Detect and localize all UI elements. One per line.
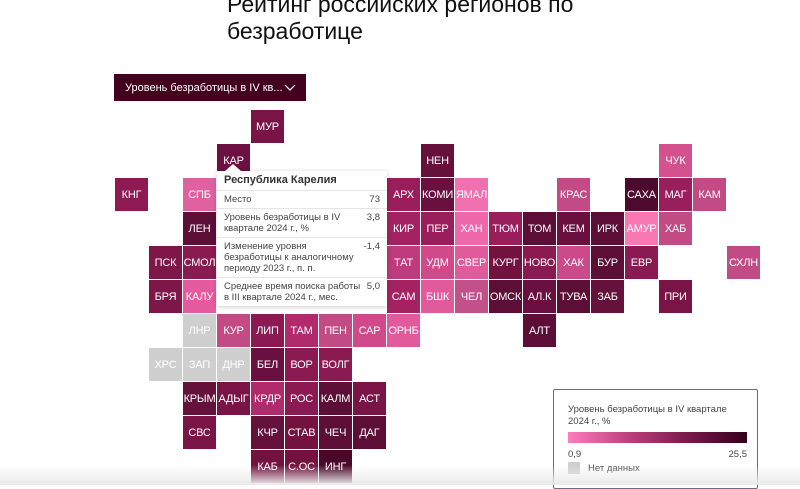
region-tile[interactable]: СВЕР	[455, 246, 488, 279]
region-tile[interactable]: КАЛМ	[319, 382, 352, 415]
region-tile[interactable]: ЛНР	[183, 314, 216, 347]
region-tile[interactable]: БУР	[591, 246, 624, 279]
region-tile[interactable]: КНГ	[115, 178, 148, 211]
region-tile[interactable]: ИРК	[591, 212, 624, 245]
tooltip-value: 73	[369, 194, 380, 205]
region-tile[interactable]: ТОМ	[523, 212, 556, 245]
region-tooltip: Республика Карелия Место 73 Уровень безра…	[217, 164, 387, 306]
region-tile[interactable]: ЗАП	[183, 348, 216, 381]
tooltip-label: Среднее время поиска работы в III кварта…	[224, 281, 361, 303]
tooltip-row-search-time: Среднее время поиска работы в III кварта…	[217, 278, 387, 306]
chevron-down-icon	[284, 84, 296, 91]
region-tile[interactable]: ПСК	[149, 246, 182, 279]
region-tile[interactable]: ЛИП	[251, 314, 284, 347]
region-tile[interactable]: КЧР	[251, 416, 284, 449]
region-tile[interactable]: КРДР	[251, 382, 284, 415]
region-tile[interactable]: АСТ	[353, 382, 386, 415]
region-tile[interactable]: ХАК	[557, 246, 590, 279]
region-tile[interactable]: АЛТ	[523, 314, 556, 347]
tooltip-label: Изменение уровня безработицы к аналогичн…	[224, 241, 354, 274]
legend-max: 25,5	[728, 449, 748, 460]
region-tile[interactable]: КРЫМ	[183, 382, 216, 415]
region-tile[interactable]: ТУВА	[557, 280, 590, 313]
region-tile[interactable]: КАМ	[693, 178, 726, 211]
tooltip-region-name: Республика Карелия	[217, 171, 387, 191]
region-tile[interactable]: ПЕР	[421, 212, 454, 245]
tooltip-value: 3,8	[366, 212, 380, 223]
region-tile[interactable]: ИНГ	[319, 450, 352, 483]
tooltip-value: -1,4	[363, 241, 380, 252]
region-tile[interactable]: ОМСК	[489, 280, 522, 313]
no-data-swatch	[568, 462, 580, 474]
region-tile[interactable]: ОРНБ	[387, 314, 420, 347]
region-tile[interactable]: С.ОС	[285, 450, 318, 483]
tooltip-row-rank: Место 73	[217, 191, 387, 209]
tooltip-arrow	[225, 164, 241, 171]
region-tile[interactable]: ЛЕН	[183, 212, 216, 245]
region-tile[interactable]: САХА	[625, 178, 658, 211]
region-tile[interactable]: ДНР	[217, 348, 250, 381]
region-tile[interactable]: КАБ	[251, 450, 284, 483]
dropdown-label: Уровень безработицы в IV кв...	[125, 81, 283, 94]
region-tile[interactable]: САР	[353, 314, 386, 347]
region-tile[interactable]: СВС	[183, 416, 216, 449]
region-tile[interactable]: КАЛУ	[183, 280, 216, 313]
region-tile[interactable]: АМУР	[625, 212, 658, 245]
region-tile[interactable]: АДЫГ	[217, 382, 250, 415]
region-tile[interactable]: АЛ.К	[523, 280, 556, 313]
region-tile[interactable]: РОС	[285, 382, 318, 415]
region-tile[interactable]: КРАС	[557, 178, 590, 211]
region-tile[interactable]: ЗАБ	[591, 280, 624, 313]
region-tile[interactable]: МУР	[251, 110, 284, 143]
region-tile[interactable]: АРХ	[387, 178, 420, 211]
tooltip-row-change: Изменение уровня безработицы к аналогичн…	[217, 238, 387, 278]
region-tile[interactable]: ТЮМ	[489, 212, 522, 245]
region-tile[interactable]: ЧЕЧ	[319, 416, 352, 449]
region-tile[interactable]: НЕН	[421, 144, 454, 177]
tooltip-label: Место	[224, 194, 252, 205]
region-tile[interactable]: КУР	[217, 314, 250, 347]
region-tile[interactable]: КЕМ	[557, 212, 590, 245]
no-data-label: Нет данных	[588, 463, 640, 474]
region-tile[interactable]: СХЛН	[727, 246, 760, 279]
region-tile[interactable]: ЯМАЛ	[455, 178, 488, 211]
region-tile[interactable]: НОВО	[523, 246, 556, 279]
tooltip-row-unemployment: Уровень безработицы в IV квартале 2024 г…	[217, 209, 387, 238]
legend-gradient-bar	[568, 432, 747, 443]
color-legend: Уровень безработицы в IV квартале 2024 г…	[553, 389, 758, 489]
region-tile[interactable]: ТАТ	[387, 246, 420, 279]
region-tile[interactable]: ХАБ	[659, 212, 692, 245]
region-tile[interactable]: СТАВ	[285, 416, 318, 449]
region-tile[interactable]: БЕЛ	[251, 348, 284, 381]
legend-title: Уровень безработицы в IV квартале 2024 г…	[568, 404, 727, 427]
region-tile[interactable]: КОМИ	[421, 178, 454, 211]
region-tile[interactable]: ПРИ	[659, 280, 692, 313]
region-tile[interactable]: СМОЛ	[183, 246, 216, 279]
region-tile[interactable]: КИР	[387, 212, 420, 245]
region-tile[interactable]: ВОЛГ	[319, 348, 352, 381]
tooltip-value: 5,0	[366, 281, 380, 292]
region-tile[interactable]: ВОР	[285, 348, 318, 381]
region-tile[interactable]: ТАМ	[285, 314, 318, 347]
region-tile[interactable]: ЕВР	[625, 246, 658, 279]
region-tile[interactable]: ЧУК	[659, 144, 692, 177]
region-tile[interactable]: КУРГ	[489, 246, 522, 279]
region-tile[interactable]: ЧЕЛ	[455, 280, 488, 313]
region-tile[interactable]: ХАН	[455, 212, 488, 245]
legend-min: 0,9	[568, 449, 582, 460]
region-tile[interactable]: ПЕН	[319, 314, 352, 347]
indicator-dropdown[interactable]: Уровень безработицы в IV кв...	[114, 74, 306, 101]
region-tile[interactable]: ДАГ	[353, 416, 386, 449]
page-title: Рейтинг российских регионов по безработи…	[227, 0, 574, 44]
region-tile[interactable]: ХРС	[149, 348, 182, 381]
region-tile[interactable]: СПБ	[183, 178, 216, 211]
region-tile[interactable]: МАГ	[659, 178, 692, 211]
region-tile[interactable]: УДМ	[421, 246, 454, 279]
region-tile[interactable]: БРЯ	[149, 280, 182, 313]
region-tile[interactable]: БШК	[421, 280, 454, 313]
tooltip-label: Уровень безработицы в IV квартале 2024 г…	[224, 212, 341, 234]
region-tile[interactable]: САМ	[387, 280, 420, 313]
